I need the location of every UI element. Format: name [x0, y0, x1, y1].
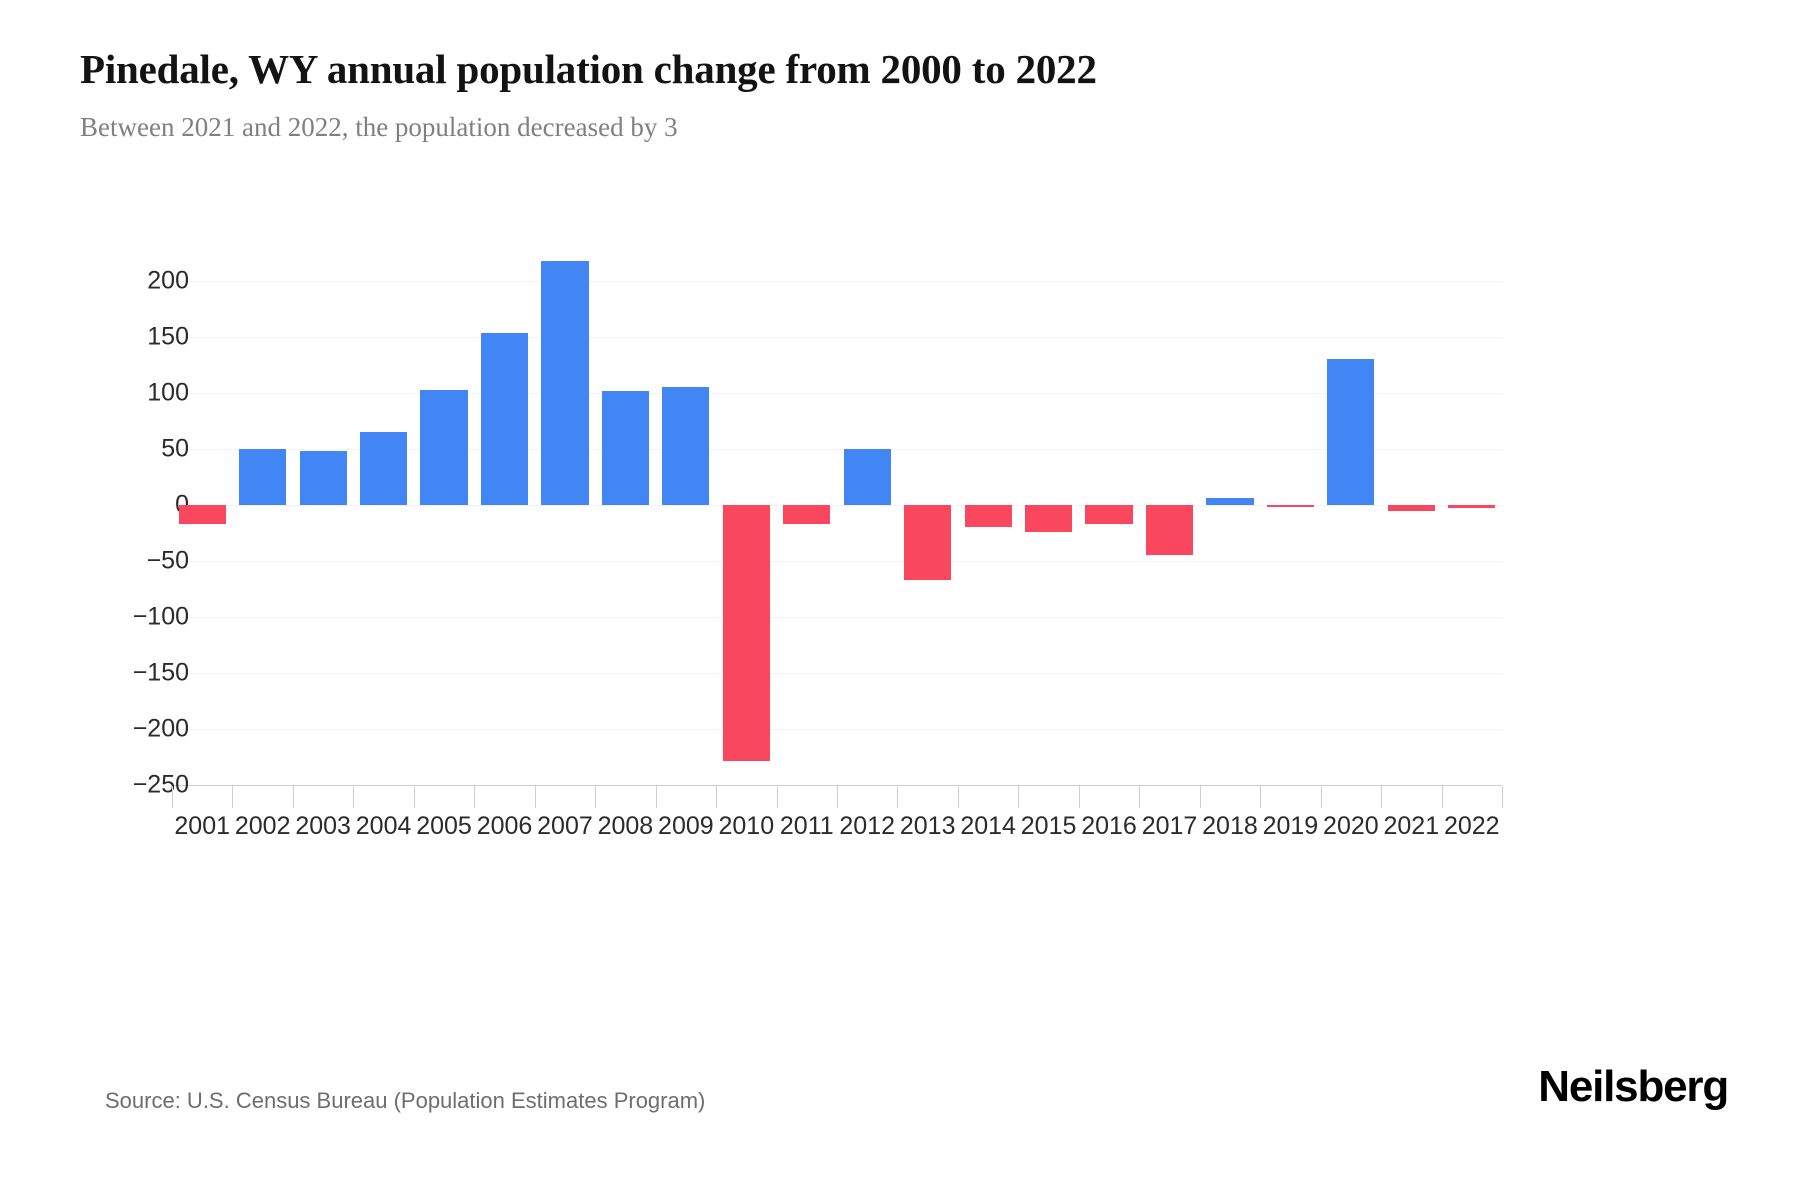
bar-2008[interactable] — [601, 390, 649, 505]
x-axis-tick-label: 2012 — [839, 812, 896, 840]
bar-2018[interactable] — [1206, 498, 1254, 505]
x-axis-tick-label: 2015 — [1020, 812, 1077, 840]
x-axis-tick-label: 2011 — [779, 812, 834, 840]
bar-2005[interactable] — [420, 389, 468, 505]
bar-2019[interactable] — [1266, 505, 1314, 507]
x-axis-tick-mark — [1502, 786, 1503, 808]
bar-2014[interactable] — [964, 505, 1012, 528]
plot-area: 200 150 100 50 0 −50 −100 −150 −200 −250 — [133, 260, 1502, 799]
x-axis-tick-marks — [172, 786, 1503, 816]
x-axis-tick-mark — [232, 786, 234, 808]
bar-2021[interactable] — [1387, 505, 1435, 511]
x-axis-tick-mark — [837, 786, 838, 808]
bar-2017[interactable] — [1145, 505, 1194, 556]
bar-2013[interactable] — [904, 505, 952, 581]
y-axis-tick-label: 0 — [175, 490, 189, 519]
gridline — [172, 505, 1502, 506]
bar-2001[interactable] — [178, 505, 226, 525]
y-axis-tick-label: −50 — [146, 546, 189, 575]
x-axis-tick-mark — [897, 786, 899, 808]
y-axis-tick-label: −100 — [132, 602, 189, 631]
x-axis-tick-label: 2020 — [1323, 812, 1379, 840]
gridline — [172, 561, 1502, 562]
x-axis-tick-mark — [172, 786, 173, 808]
y-axis-tick-label: 150 — [147, 322, 189, 351]
chart-subtitle: Between 2021 and 2022, the population de… — [80, 112, 678, 143]
y-axis-tick-label: −200 — [132, 714, 189, 743]
bar-2016[interactable] — [1085, 505, 1133, 525]
x-axis-tick-mark — [474, 786, 476, 808]
gridline — [172, 785, 1502, 786]
x-axis-tick-mark — [1441, 786, 1443, 808]
x-axis-tick-mark — [292, 786, 294, 808]
gridline — [172, 337, 1502, 338]
x-axis-tick-mark — [353, 786, 355, 808]
x-axis-tick-mark — [1078, 786, 1080, 808]
bar-2007[interactable] — [541, 260, 589, 505]
x-axis-tick-mark — [716, 786, 718, 808]
gridline — [172, 617, 1502, 618]
x-axis-tick-labels: 2001 2002 2003 2004 2005 2006 2007 2008 2009 2010… — [172, 812, 1502, 852]
gridline — [172, 449, 1502, 450]
x-axis-tick-label: 2019 — [1262, 812, 1319, 840]
x-axis-tick-label: 2002 — [234, 812, 291, 840]
x-axis-tick-mark — [1018, 786, 1020, 808]
y-axis-tick-label: −250 — [132, 770, 189, 799]
x-axis-tick-mark — [595, 786, 597, 808]
bar-2015[interactable] — [1025, 505, 1073, 532]
x-axis-tick-mark — [413, 786, 415, 808]
bar-2003[interactable] — [299, 451, 347, 505]
x-axis-tick-mark — [655, 786, 657, 808]
x-axis-tick-label: 2010 — [718, 812, 775, 840]
gridline — [172, 729, 1502, 730]
bar-2020[interactable] — [1327, 359, 1375, 505]
x-axis-tick-label: 2007 — [537, 812, 593, 840]
x-axis-tick-mark — [957, 786, 959, 808]
x-axis-tick-label: 2022 — [1443, 812, 1500, 840]
bar-2011[interactable] — [783, 505, 831, 525]
x-axis-tick-label: 2018 — [1202, 812, 1258, 840]
x-axis-tick-label: 2008 — [597, 812, 654, 840]
chart-header: Pinedale, WY annual population change fr… — [80, 46, 1720, 143]
x-axis-tick-label: 2003 — [295, 812, 351, 840]
x-axis-tick-label: 2006 — [476, 812, 533, 840]
x-axis-tick-label: 2009 — [658, 812, 714, 840]
x-axis-tick-label: 2014 — [960, 812, 1016, 840]
x-axis-tick-mark — [1199, 786, 1201, 808]
y-axis-tick-label: 100 — [147, 378, 189, 407]
x-axis-tick-label: 2021 — [1383, 812, 1440, 840]
x-axis-tick-label: 2016 — [1081, 812, 1137, 840]
x-axis-tick-mark — [534, 786, 536, 808]
x-axis-tick-label: 2001 — [174, 812, 231, 840]
bar-2006[interactable] — [480, 332, 529, 505]
bar-2009[interactable] — [662, 387, 710, 505]
page-title: Pinedale, WY annual population change fr… — [80, 46, 1097, 92]
source-note: Source: U.S. Census Bureau (Population E… — [105, 1088, 706, 1113]
x-axis-tick-mark — [1381, 786, 1383, 808]
bar-2004[interactable] — [360, 432, 408, 505]
x-axis-tick-label: 2005 — [416, 812, 472, 840]
bar-2010[interactable] — [722, 505, 770, 762]
x-axis-tick-label: 2004 — [355, 812, 412, 840]
x-axis-tick-label: 2017 — [1141, 812, 1198, 840]
bar-2002[interactable] — [239, 449, 287, 505]
x-axis-tick-mark — [1139, 786, 1141, 808]
bar-2012[interactable] — [843, 449, 891, 505]
y-axis-tick-label: −150 — [132, 658, 189, 687]
bar-series — [172, 260, 1502, 785]
gridline — [172, 393, 1502, 394]
bar-2022[interactable] — [1448, 505, 1496, 509]
neilsberg-logo: Neilsberg — [1538, 1062, 1729, 1111]
gridline — [172, 281, 1502, 282]
y-axis-tick-label: 200 — [147, 266, 189, 295]
x-axis-tick-label: 2013 — [899, 812, 956, 840]
y-axis-tick-label: 50 — [161, 434, 189, 463]
x-axis-line — [172, 785, 1502, 786]
x-axis-tick-mark — [1260, 786, 1262, 808]
x-axis-tick-mark — [776, 786, 778, 808]
gridline — [172, 673, 1502, 674]
x-axis-tick-mark — [1320, 786, 1322, 808]
